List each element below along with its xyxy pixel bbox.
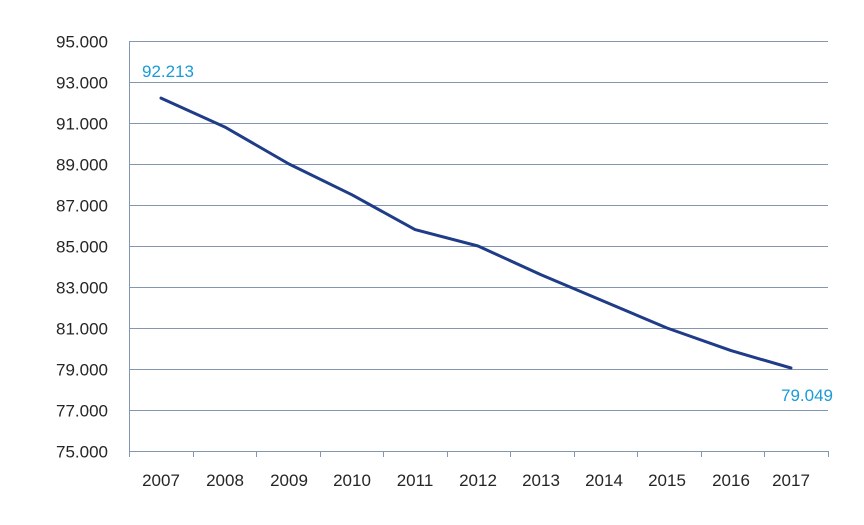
x-tick-labels: 2007 2008 2009 2010 2011 2012 2013 2014 2015 2016… xyxy=(142,471,810,490)
x-tick-label: 2017 xyxy=(772,471,810,490)
y-tick-label: 79.000 xyxy=(56,361,108,380)
y-tick-label: 89.000 xyxy=(56,156,108,175)
y-tick-label: 83.000 xyxy=(56,279,108,298)
y-tick-label: 77.000 xyxy=(56,402,108,421)
y-tick-label: 81.000 xyxy=(56,320,108,339)
data-labels: 92.213 79.049 xyxy=(142,62,833,405)
x-tick-label: 2009 xyxy=(270,471,308,490)
x-tick-label: 2010 xyxy=(333,471,371,490)
series xyxy=(159,96,793,370)
x-tick-label: 2012 xyxy=(459,471,497,490)
x-tick-label: 2015 xyxy=(648,471,686,490)
x-tick-label: 2014 xyxy=(585,471,623,490)
x-tick-label: 2016 xyxy=(712,471,750,490)
x-tick-label: 2013 xyxy=(522,471,560,490)
y-tick-label: 91.000 xyxy=(56,115,108,134)
data-label: 92.213 xyxy=(142,62,194,81)
y-tick-labels: 75.000 77.000 79.000 81.000 83.000 85.000 87.0… xyxy=(56,33,108,462)
y-tick-label: 87.000 xyxy=(56,197,108,216)
x-tick-label: 2008 xyxy=(206,471,244,490)
y-tick-label: 93.000 xyxy=(56,74,108,93)
series-line xyxy=(159,96,793,370)
y-tick-label: 85.000 xyxy=(56,238,108,257)
y-tick-label: 75.000 xyxy=(56,443,108,462)
axes xyxy=(129,41,829,457)
x-tick-label: 2011 xyxy=(397,471,434,490)
x-tick-label: 2007 xyxy=(142,471,180,490)
data-label: 79.049 xyxy=(781,386,833,405)
y-tick-label: 95.000 xyxy=(56,33,108,52)
